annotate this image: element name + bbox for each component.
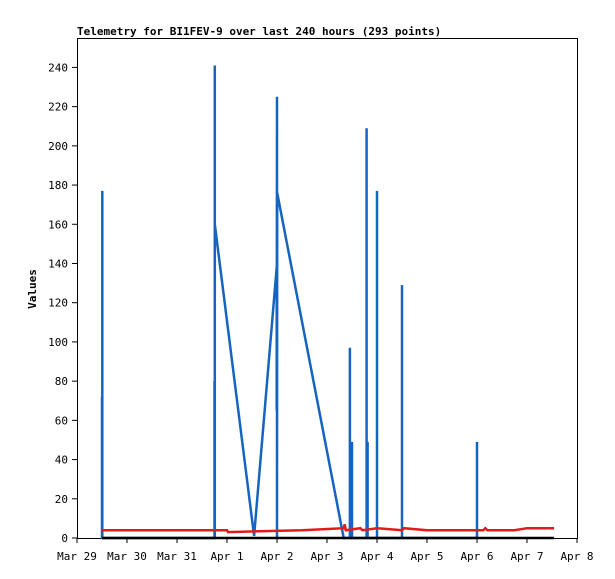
y-tick-label: 160 [48,218,68,231]
y-tick-label: 140 [48,257,68,270]
series-layer [100,65,555,540]
y-axis-ticks: 0 20 40 60 80 100 120 140 160 180 200 220 240 [48,61,77,545]
x-tick-label: Apr 4 [360,550,393,563]
x-tick-label: Apr 1 [210,550,243,563]
x-tick-label: Mar 31 [157,550,197,563]
y-tick-label: 40 [55,454,68,467]
x-tick-label: Mar 30 [107,550,147,563]
series-line-1 [100,65,479,540]
y-tick-label: 220 [48,101,68,114]
x-tick-label: Apr 5 [410,550,443,563]
y-tick-label: 100 [48,336,68,349]
x-tick-label: Apr 2 [260,550,293,563]
x-tick-label: Apr 6 [460,550,493,563]
y-tick-label: 240 [48,61,68,74]
x-tick-label: Apr 7 [510,550,543,563]
x-tick-label: Apr 8 [560,550,593,563]
x-tick-label: Mar 29 [57,550,97,563]
y-tick-label: 120 [48,297,68,310]
y-tick-label: 20 [55,493,68,506]
y-tick-label: 80 [55,375,68,388]
chart-title: Telemetry for BI1FEV-9 over last 240 hou… [77,25,441,38]
x-axis-ticks: Mar 29 Mar 30 Mar 31 Apr 1 Apr 2 Apr 3 Apr 4 Ap… [57,538,594,563]
plot-area-frame [77,38,578,539]
series-line-2 [102,523,555,534]
y-tick-label: 180 [48,179,68,192]
y-tick-label: 200 [48,140,68,153]
y-axis-label: Values [26,269,39,309]
y-tick-label: 0 [61,532,68,545]
y-tick-label: 60 [55,414,68,427]
x-tick-label: Apr 3 [310,550,343,563]
